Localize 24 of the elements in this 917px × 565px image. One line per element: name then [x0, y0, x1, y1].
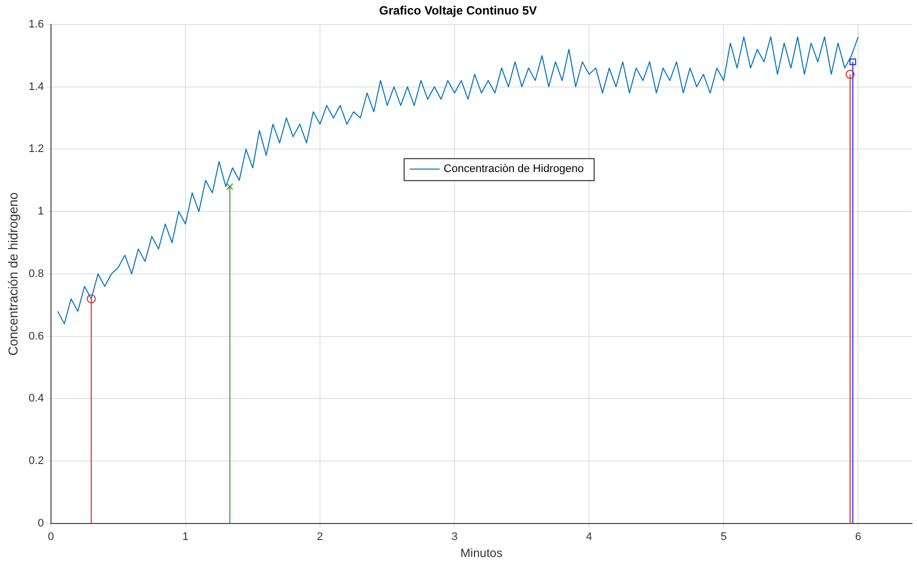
legend-label: Concentraciòn de Hidrogeno: [444, 163, 584, 176]
x-tick-label: 6: [855, 531, 862, 544]
y-tick-label: 1.2: [28, 143, 44, 156]
y-tick-label: 1.4: [28, 80, 44, 93]
point: [846, 70, 855, 79]
y-tick-label: 1: [38, 206, 44, 218]
x-tick-label: 0: [48, 531, 54, 544]
y-tick-label: 0.4: [28, 392, 44, 405]
y-tick-label: 0.2: [28, 455, 44, 468]
point: [226, 183, 234, 190]
x-tick-label: 5: [720, 531, 727, 544]
x-tick-label: 4: [586, 531, 592, 544]
point: [849, 58, 856, 66]
x-axis-title: Minutos: [460, 546, 502, 560]
y-tick-label: 0: [38, 517, 44, 530]
x-tick-label: 2: [316, 531, 324, 544]
y-axis-title: Concentración de hidrogeno: [5, 192, 20, 356]
x-tick-label: 1: [182, 531, 188, 544]
y-tick-label: 0.8: [28, 268, 44, 280]
y-tick-label: 1.6: [28, 18, 44, 30]
point: [86, 294, 96, 304]
y-tick-label: 0.6: [28, 330, 44, 342]
chart-title: Grafico Voltaje Continuo 5V: [379, 4, 537, 18]
x-tick-label: 3: [451, 531, 458, 544]
